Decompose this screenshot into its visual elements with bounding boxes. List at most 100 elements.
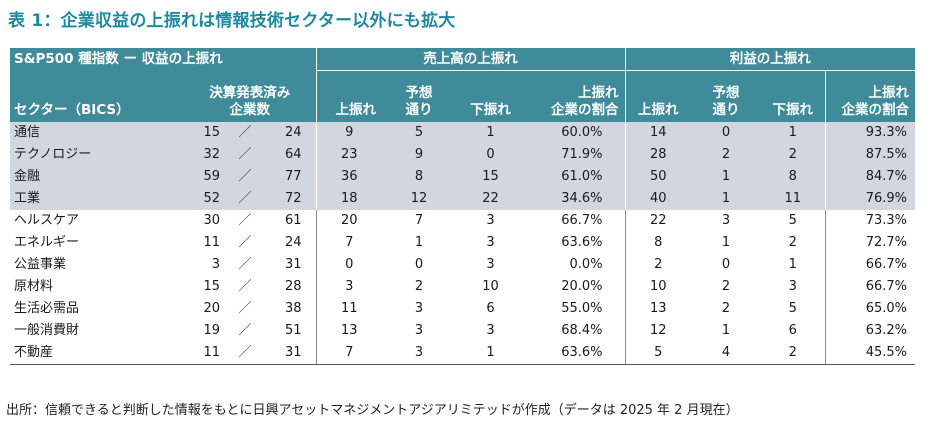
total-cell: 77: [266, 166, 317, 188]
rev-miss-cell: 6: [486, 301, 495, 316]
eps-ratio-line1: 上振れ: [868, 85, 910, 101]
rev-ratio-cell: 0.0%: [569, 257, 603, 272]
rev-miss-header: 下振れ: [456, 70, 526, 122]
eps-ratio-cell: 93.3%: [824, 122, 916, 144]
rev-miss-cell: 3: [486, 323, 495, 338]
rev-beat-header: 上振れ: [315, 70, 383, 122]
rev-miss-cell: 1: [456, 122, 526, 144]
rev-ratio-cell: 68.4%: [561, 323, 603, 338]
eps-ratio-header: 上振れ 企業の割合: [824, 70, 916, 122]
rev-ratio-cell: 60.0%: [525, 122, 626, 144]
rev-miss-cell: 15: [456, 166, 526, 188]
sector-cell: 金融: [10, 166, 184, 188]
eps-inline-cell: 4: [691, 342, 762, 365]
revenue-group-header: 売上高の上振れ: [315, 48, 626, 71]
eps-beat-cell: 12: [624, 320, 692, 342]
rev-inline-cell: 1: [414, 235, 424, 250]
eps-beat-cell: 8: [624, 232, 692, 254]
eps-ratio-cell: 66.7%: [824, 276, 916, 298]
separator-cell: ／: [238, 213, 252, 228]
eps-miss-cell: 2: [761, 342, 826, 365]
rev-beat-cell: 0: [315, 254, 383, 276]
eps-beat-cell: 10: [624, 276, 692, 298]
table-row: 工業 52 ／ 72 18 12 22 34.6% 40 1 11 76.9%: [10, 188, 916, 210]
eps-ratio-cell: 65.0%: [824, 298, 916, 320]
rev-miss-cell: 3: [486, 213, 495, 228]
total-cell: 38: [285, 301, 302, 316]
total-cell: 64: [266, 144, 317, 166]
eps-inline-cell: 2: [691, 144, 762, 166]
table-row: 金融 59 ／ 77 36 8 15 61.0% 50 1 8 84.7%: [10, 166, 916, 188]
sector-cell: 生活必需品: [14, 301, 80, 316]
page-title: 表 1：企業収益の上振れは情報技術セクター以外にも拡大: [8, 11, 456, 31]
eps-beat-cell: 28: [624, 144, 692, 166]
table-row: 一般消費財 19 ／ 51 13 3 3 68.4% 12 1 6 63.2%: [10, 320, 916, 342]
table-row: エネルギー 11 ／ 24 7 1 3 63.6% 8 1 2 72.7%: [10, 232, 916, 254]
sector-cell: 公益事業: [14, 257, 67, 272]
eps-inline-line2: 通り: [712, 102, 740, 118]
sector-header: セクター（BICS）: [10, 70, 184, 122]
eps-ratio-cell: 66.7%: [824, 254, 916, 276]
eps-miss-cell: 2: [761, 144, 826, 166]
rev-beat-cell: 13: [315, 320, 383, 342]
rev-inline-cell: 12: [382, 188, 457, 210]
total-cell: 28: [285, 279, 302, 294]
rev-inline-cell: 8: [382, 166, 457, 188]
eps-ratio-cell: 84.7%: [824, 166, 916, 188]
rev-ratio-cell: 66.7%: [561, 213, 603, 228]
rev-beat-cell: 23: [315, 144, 383, 166]
table-row: 公益事業 3 ／ 31 0 0 3 0.0% 2 0 1 66.7%: [10, 254, 916, 276]
sector-cell: 一般消費財: [14, 323, 80, 338]
separator-cell: ／: [224, 166, 266, 188]
reported-cell: 11: [203, 235, 220, 250]
rev-inline-cell: 7: [414, 213, 424, 228]
eps-inline-cell: 3: [721, 213, 731, 228]
eps-miss-cell: 3: [788, 279, 797, 294]
separator-cell: ／: [238, 235, 252, 250]
eps-inline-cell: 1: [691, 166, 762, 188]
eps-ratio-cell: 73.3%: [824, 210, 916, 232]
reported-cell: 20: [203, 301, 220, 316]
eps-inline-cell: 2: [721, 279, 731, 294]
sector-cell: エネルギー: [14, 235, 80, 250]
eps-inline-cell: 2: [721, 301, 731, 316]
rev-ratio-header: 上振れ 企業の割合: [525, 70, 626, 122]
eps-beat-cell: 13: [624, 298, 692, 320]
reported-cell: 30: [203, 213, 220, 228]
eps-inline-cell: 0: [691, 122, 762, 144]
rev-beat-cell: 3: [315, 276, 383, 298]
rev-beat-cell: 7: [315, 232, 383, 254]
reported-cell: 15: [203, 279, 220, 294]
eps-inline-line1: 予想: [712, 85, 740, 101]
eps-miss-header: 下振れ: [761, 70, 826, 122]
eps-inline-cell: 1: [721, 323, 731, 338]
rev-beat-cell: 9: [315, 122, 383, 144]
eps-miss-cell: 6: [788, 323, 797, 338]
rev-inline-line1: 予想: [405, 85, 433, 101]
rev-beat-cell: 7: [315, 342, 383, 365]
rev-beat-cell: 11: [315, 298, 383, 320]
rev-beat-cell: 20: [315, 210, 383, 232]
separator-cell: ／: [224, 122, 266, 144]
eps-beat-cell: 5: [624, 342, 692, 365]
sector-cell: 原材料: [14, 279, 54, 294]
eps-beat-cell: 22: [624, 210, 692, 232]
rev-miss-cell: 10: [482, 279, 499, 294]
reported-header-line2: 企業数: [229, 102, 271, 118]
rev-ratio-cell: 34.6%: [525, 188, 626, 210]
table-row: ヘルスケア 30 ／ 61 20 7 3 66.7% 22 3 5 73.3%: [10, 210, 916, 232]
reported-cell: 15: [184, 122, 224, 144]
eps-ratio-line2: 企業の割合: [841, 102, 910, 118]
eps-beat-cell: 14: [624, 122, 692, 144]
total-cell: 51: [285, 323, 302, 338]
rev-miss-cell: 22: [456, 188, 526, 210]
total-cell: 31: [266, 342, 317, 365]
total-cell: 31: [285, 257, 302, 272]
index-label: S&P500 種指数 ー 収益の上振れ: [10, 48, 317, 71]
eps-miss-cell: 1: [788, 257, 797, 272]
table-row: 通信 15 ／ 24 9 5 1 60.0% 14 0 1 93.3%: [10, 122, 916, 144]
rev-beat-cell: 18: [315, 188, 383, 210]
eps-inline-cell: 1: [721, 235, 731, 250]
rev-miss-cell: 0: [456, 144, 526, 166]
reported-cell: 32: [184, 144, 224, 166]
